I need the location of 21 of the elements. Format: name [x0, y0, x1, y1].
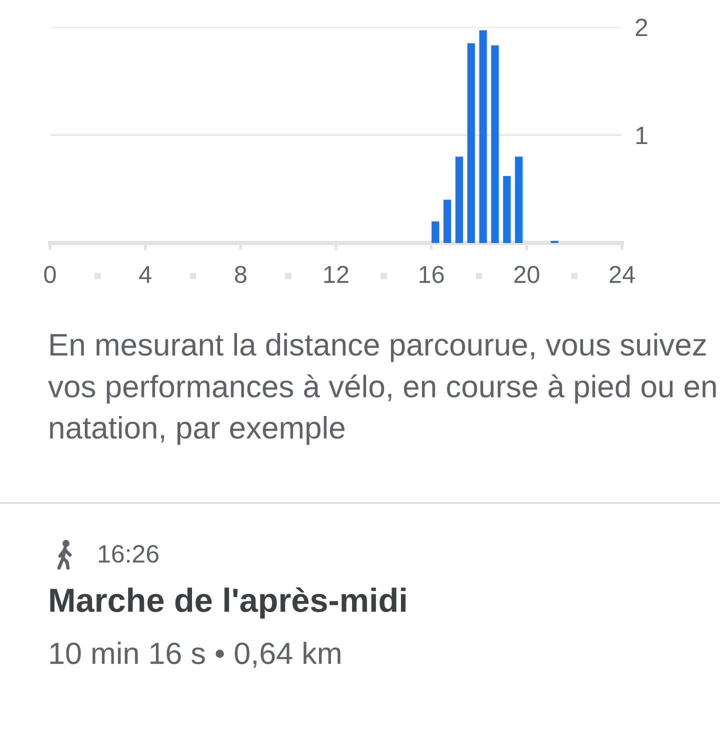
y-tick-label: 2 [636, 18, 648, 36]
x-tick-label: 16 [420, 266, 444, 284]
bar [514, 156, 523, 243]
x-tick-label: 4 [139, 266, 152, 283]
bar [479, 30, 487, 243]
y-tick-label: 1 [636, 126, 648, 144]
x-tick-label: 8 [234, 266, 246, 284]
bar [432, 221, 440, 243]
text: Marche de l'après-midi [50, 587, 406, 619]
x-tick-label: 0 [44, 266, 56, 284]
x-tick-label: 20 [514, 266, 540, 284]
bar [443, 200, 452, 243]
x-tick-label: 24 [610, 266, 635, 283]
text: En mesurant la distance parcourue, vous suivez vos performances à vélo, en course à pied ou en natation, par exemple [48, 333, 716, 445]
bar [503, 176, 511, 243]
text: 10 min 16 s • 0,64 km [50, 642, 340, 668]
x-tick-label: 12 [324, 266, 348, 283]
bar [455, 156, 464, 243]
bar [467, 43, 475, 243]
bar [491, 45, 499, 243]
text: 16:26 [98, 545, 158, 563]
